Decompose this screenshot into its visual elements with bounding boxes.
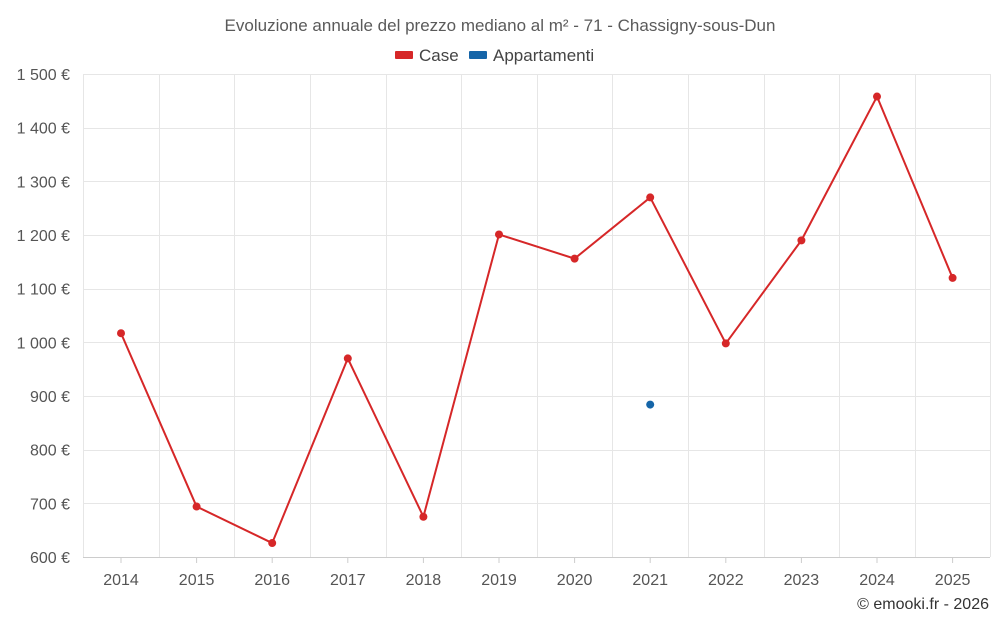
legend: Case Appartamenti	[395, 46, 594, 65]
y-grid	[83, 74, 990, 558]
x-tick-label: 2025	[935, 572, 971, 589]
series-line-case	[120, 95, 954, 545]
data-point-case[interactable]	[268, 539, 277, 548]
data-point-case[interactable]	[797, 236, 806, 245]
data-point-case[interactable]	[721, 339, 730, 348]
y-tick-label: 1 200 €	[17, 228, 70, 245]
data-point-case[interactable]	[646, 193, 655, 202]
y-tick-label: 600 €	[30, 550, 70, 567]
credit: © emooki.fr - 2026	[857, 596, 989, 613]
x-tick-label: 2024	[859, 572, 895, 589]
y-tick-label: 1 300 €	[17, 174, 70, 191]
x-tick-label: 2014	[103, 572, 139, 589]
data-point-case[interactable]	[948, 273, 957, 282]
data-point-case[interactable]	[873, 92, 881, 101]
data-point-case[interactable]	[419, 512, 428, 521]
y-tick-label: 900 €	[30, 389, 70, 406]
legend-label-case: Case	[419, 46, 459, 65]
x-tick-label: 2015	[179, 572, 215, 589]
legend-swatch-case	[395, 51, 413, 59]
data-point-case[interactable]	[343, 354, 352, 363]
x-axis: 2014 2015 2016 2017 2018 2019 2020 2021 2022 2023…	[103, 557, 970, 589]
y-axis: 600 € 700 € 800 € 900 € 1 000 € 1 100 € 1 200 …	[17, 67, 70, 567]
x-tick-label: 2019	[481, 572, 517, 589]
legend-label-appartamenti: Appartamenti	[493, 46, 594, 65]
x-tick-label: 2022	[708, 572, 744, 589]
series-layer	[117, 92, 957, 548]
chart-title: Evoluzione annuale del prezzo mediano al…	[225, 16, 776, 35]
x-tick-label: 2018	[406, 572, 442, 589]
x-tick-label: 2017	[330, 572, 366, 589]
legend-item-case[interactable]: Case	[395, 46, 459, 65]
x-grid	[83, 74, 991, 557]
legend-item-appartamenti[interactable]: Appartamenti	[469, 46, 594, 65]
data-point-case[interactable]	[570, 254, 579, 263]
y-tick-label: 800 €	[30, 443, 70, 460]
x-tick-label: 2023	[784, 572, 820, 589]
data-point-case[interactable]	[192, 502, 201, 511]
x-tick-label: 2021	[632, 572, 668, 589]
data-point-appartamenti[interactable]	[646, 400, 655, 409]
y-tick-label: 1 400 €	[17, 121, 70, 138]
x-tick-label: 2016	[254, 572, 290, 589]
y-tick-label: 1 000 €	[17, 335, 70, 352]
y-tick-label: 700 €	[30, 496, 70, 513]
legend-swatch-appartamenti	[469, 51, 487, 59]
x-tick-label: 2020	[557, 572, 593, 589]
data-point-case[interactable]	[117, 329, 125, 338]
data-point-case[interactable]	[495, 230, 503, 239]
y-tick-label: 1 500 €	[17, 67, 70, 84]
y-tick-label: 1 100 €	[17, 282, 70, 299]
